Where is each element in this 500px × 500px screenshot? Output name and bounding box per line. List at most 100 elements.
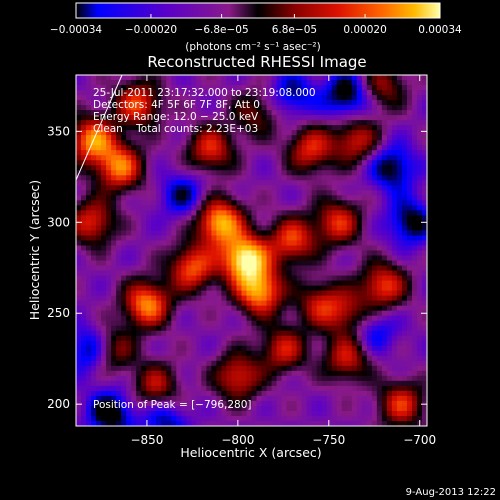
heatmap-cell [201, 110, 207, 116]
heatmap-cell [416, 230, 423, 237]
heatmap-cell [156, 285, 162, 292]
heatmap-cell [271, 235, 278, 242]
heatmap-cell [286, 145, 293, 151]
heatmap-cell [76, 375, 82, 382]
heatmap-cell [81, 80, 87, 86]
heatmap-cell [111, 250, 117, 257]
heatmap-cell [396, 75, 403, 81]
heatmap-cell [381, 120, 388, 126]
heatmap-cell [126, 280, 132, 287]
heatmap-cell [271, 150, 278, 156]
heatmap-cell [216, 150, 223, 156]
heatmap-cell [366, 300, 373, 307]
heatmap-cell [311, 365, 318, 372]
heatmap-cell [231, 255, 238, 262]
heatmap-cell [341, 365, 348, 372]
heatmap-cell [201, 200, 207, 206]
heatmap-cell [286, 275, 293, 282]
heatmap-cell [421, 255, 427, 262]
heatmap-cell [296, 335, 303, 342]
heatmap-cell [131, 255, 137, 262]
heatmap-cell [246, 360, 253, 367]
heatmap-cell [316, 145, 323, 151]
heatmap-cell [421, 205, 427, 211]
heatmap-cell [291, 145, 298, 151]
heatmap-cell [176, 310, 182, 317]
heatmap-cell [271, 370, 278, 377]
heatmap-cell [296, 215, 303, 222]
heatmap-cell [206, 420, 212, 426]
heatmap-cell [266, 410, 273, 417]
heatmap-cell [336, 315, 343, 322]
heatmap-cell [326, 280, 333, 287]
heatmap-cell [161, 80, 167, 86]
heatmap-cell [291, 360, 298, 367]
heatmap-cell [101, 85, 107, 91]
heatmap-cell [396, 420, 403, 426]
heatmap-cell [186, 350, 192, 357]
heatmap-cell [146, 330, 152, 337]
heatmap-cell [421, 110, 427, 116]
heatmap-cell [336, 310, 343, 317]
heatmap-cell [131, 195, 137, 201]
heatmap-cell [231, 270, 238, 277]
heatmap-cell [246, 275, 253, 282]
heatmap-cell [391, 340, 398, 347]
heatmap-cell [196, 140, 202, 146]
heatmap-cell [406, 200, 413, 206]
heatmap-cell [91, 330, 97, 337]
heatmap-cell [336, 130, 343, 136]
heatmap-cell [136, 400, 142, 407]
heatmap-cell [186, 280, 192, 287]
heatmap-cell [406, 300, 413, 307]
heatmap-cell [186, 270, 192, 277]
heatmap-cell [401, 150, 408, 156]
heatmap-cell [371, 160, 378, 166]
heatmap-cell [111, 100, 117, 106]
heatmap-cell [341, 205, 348, 211]
heatmap-cell [306, 235, 313, 242]
heatmap-cell [326, 320, 333, 327]
heatmap-cell [311, 335, 318, 342]
heatmap-cell [321, 390, 328, 397]
heatmap-cell [236, 325, 243, 332]
heatmap-cell [281, 75, 288, 81]
heatmap-cell [91, 420, 97, 426]
heatmap-cell [291, 245, 298, 252]
heatmap-cell [326, 285, 333, 292]
heatmap-cell [201, 405, 207, 412]
heatmap-cell [101, 340, 107, 347]
heatmap-cell [386, 400, 393, 407]
heatmap-cell [321, 410, 328, 417]
heatmap-cell [411, 120, 418, 126]
heatmap-cell [216, 330, 223, 337]
heatmap-cell [241, 170, 248, 176]
heatmap-cell [246, 345, 253, 352]
heatmap-cell [311, 130, 318, 136]
heatmap-cell [281, 190, 288, 196]
heatmap-cell [366, 325, 373, 332]
heatmap-cell [346, 390, 353, 397]
heatmap-cell [201, 360, 207, 367]
heatmap-cell [276, 210, 283, 216]
heatmap-cell [346, 395, 353, 402]
heatmap-cell [296, 185, 303, 191]
heatmap-cell [191, 135, 197, 141]
heatmap-cell [296, 405, 303, 412]
heatmap-cell [206, 250, 212, 257]
heatmap-cell [386, 220, 393, 227]
heatmap-cell [111, 230, 117, 237]
heatmap-cell [111, 160, 117, 166]
heatmap-cell [211, 125, 217, 131]
heatmap-cell [226, 115, 233, 121]
heatmap-cell [246, 380, 253, 387]
heatmap-cell [286, 340, 293, 347]
heatmap-cell [391, 165, 398, 171]
heatmap-cell [326, 355, 333, 362]
heatmap-cell [256, 175, 263, 181]
heatmap-cell [266, 190, 273, 196]
heatmap-cell [391, 270, 398, 277]
heatmap-cell [91, 345, 97, 352]
heatmap-cell [106, 340, 112, 347]
heatmap-cell [191, 280, 197, 287]
